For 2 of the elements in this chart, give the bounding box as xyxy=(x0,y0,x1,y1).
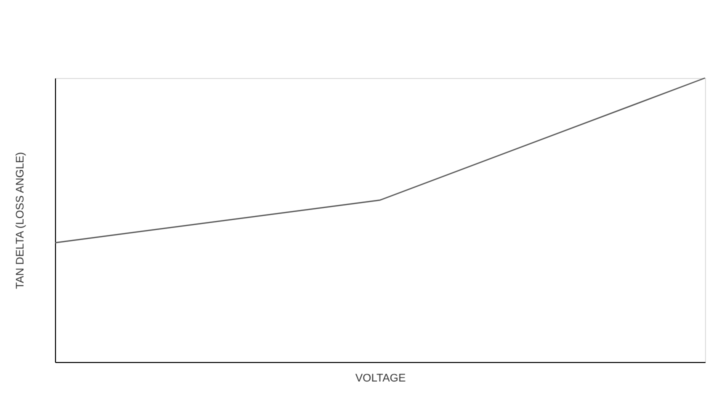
x-axis-title: VOLTAGE xyxy=(355,372,406,384)
y-axis-title: TAN DELTA (LOSS ANGLE) xyxy=(14,152,26,289)
